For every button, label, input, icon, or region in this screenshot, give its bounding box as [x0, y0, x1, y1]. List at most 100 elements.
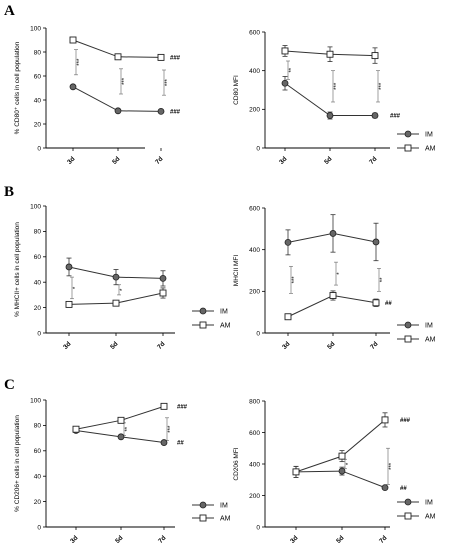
x-tick-label: 7d: [154, 156, 164, 166]
data-point-am: [72, 425, 80, 433]
data-point-im: [329, 230, 337, 237]
legend-marker-im: [199, 501, 207, 509]
legend-label: IM: [425, 132, 433, 139]
x-tick-label: 7d: [156, 341, 166, 351]
legend-item-im: IM: [397, 321, 433, 330]
legend-label: AM: [220, 516, 231, 523]
series-am: ###: [292, 412, 411, 478]
x-tick-label: 5d: [323, 156, 333, 166]
panel-letter-a: A: [4, 3, 15, 19]
legend-label: AM: [220, 323, 231, 330]
legend-item-im: IM: [397, 130, 433, 139]
y-tick-label: 80: [34, 423, 42, 430]
series-am: [281, 45, 379, 64]
y-axis-label: % CD80⁺ cells in cell population: [14, 41, 21, 134]
legend-marker-im: [199, 307, 207, 315]
y-tick-label: 20: [34, 499, 42, 506]
significance-bracket: **: [286, 60, 295, 80]
significance-label: **: [125, 426, 131, 431]
significance-label: *: [73, 286, 79, 289]
legend-label: IM: [425, 500, 433, 507]
series-end-label: ###: [177, 405, 188, 411]
y-tick-label: 200: [249, 289, 260, 296]
y-tick-label: 20: [34, 305, 42, 312]
legend-marker-am: [404, 335, 412, 343]
legend: IM AM: [192, 501, 231, 523]
series-im: [284, 214, 380, 262]
data-point-am: [281, 47, 289, 55]
legend-item-am: AM: [397, 512, 436, 521]
data-point-am: [371, 52, 379, 60]
data-point-am: [160, 402, 168, 410]
data-point-im: [381, 484, 389, 492]
y-tick-label: 200: [249, 493, 260, 500]
y-tick-label: 0: [37, 145, 41, 152]
data-point-am: [372, 299, 380, 307]
data-point-am: [112, 299, 120, 307]
series-im: ###: [281, 76, 401, 120]
y-tick-label: 60: [34, 73, 42, 80]
significance-label: *: [120, 288, 126, 291]
legend-label: AM: [425, 146, 436, 153]
significance-label: ***: [292, 276, 298, 284]
data-point-im: [338, 467, 346, 475]
chart-b-left: 0 20 40 60 80 100 3d 5d 7d % MHCII+ cells in cell…: [14, 203, 231, 351]
series-line: [295, 419, 386, 473]
significance-bracket: ***: [165, 417, 174, 441]
y-axis-label: CD206 MFI: [233, 447, 240, 480]
significance-label: ***: [389, 462, 395, 470]
data-point-am: [329, 292, 337, 299]
y-tick-label: 60: [34, 254, 42, 261]
series-end-label: ###: [170, 110, 181, 116]
data-point-im: [284, 238, 292, 246]
legend-marker-am: [404, 144, 412, 152]
legend: IM AM: [397, 498, 436, 521]
y-tick-label: 40: [34, 97, 42, 104]
significance-bracket: ***: [119, 68, 128, 95]
significance-bracket: ***: [386, 447, 395, 485]
data-point-im: [160, 439, 168, 446]
legend: IM AM: [192, 307, 231, 330]
x-tick-label: 7d: [157, 535, 167, 545]
legend-label: IM: [220, 503, 228, 510]
significance-bracket: ***: [376, 70, 385, 103]
y-tick-label: 100: [30, 25, 41, 32]
series-am: ###: [72, 402, 188, 433]
legend-item-im: IM: [192, 307, 228, 316]
series-im: ###: [69, 83, 181, 116]
legend-marker-am: [404, 512, 412, 520]
y-tick-label: 400: [249, 461, 260, 468]
series-am: ##: [284, 290, 392, 321]
y-tick-label: 0: [37, 330, 41, 337]
data-point-im: [112, 273, 120, 281]
x-tick-label: 3d: [281, 341, 291, 351]
legend-marker-am: [199, 514, 207, 522]
significance-bracket: *: [117, 284, 126, 296]
y-tick-label: 0: [256, 145, 260, 152]
significance-bracket: ***: [289, 265, 298, 294]
y-tick-label: 100: [30, 203, 41, 210]
significance-bracket: ***: [331, 70, 340, 103]
data-point-am: [114, 53, 122, 61]
y-tick-label: 20: [34, 121, 42, 128]
y-tick-label: 800: [249, 398, 260, 405]
series-end-label: ##: [400, 486, 407, 492]
significance-bracket: *: [334, 261, 343, 286]
data-point-im: [326, 112, 334, 119]
data-point-im: [114, 107, 122, 115]
x-tick-label: 5d: [335, 535, 345, 545]
x-tick-label: 3d: [62, 341, 72, 351]
y-tick-label: 40: [34, 280, 42, 287]
data-point-im: [371, 112, 379, 119]
x-tick-label: 5d: [109, 341, 119, 351]
x-tick-label: 7d: [378, 535, 388, 545]
legend-label: AM: [425, 337, 436, 344]
chart-c-left: 0 20 40 60 80 100 3d 5d 7d % CD206+ cells in cell…: [14, 397, 231, 545]
data-point-im: [69, 83, 77, 91]
data-point-am: [65, 300, 73, 308]
data-point-im: [65, 263, 73, 271]
y-tick-label: 400: [249, 247, 260, 254]
legend: IM AM: [397, 130, 436, 153]
